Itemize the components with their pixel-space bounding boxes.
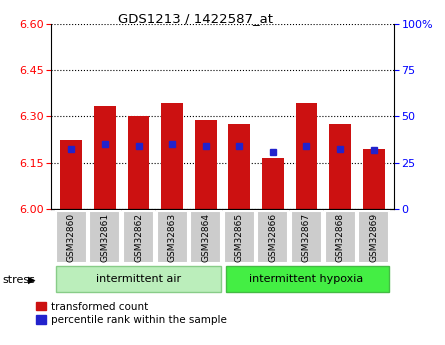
Text: GSM32868: GSM32868: [336, 213, 344, 262]
Bar: [262, 158, 284, 209]
FancyBboxPatch shape: [224, 211, 255, 263]
FancyBboxPatch shape: [258, 211, 288, 263]
Text: stress: stress: [2, 275, 35, 285]
Text: intermittent hypoxia: intermittent hypoxia: [249, 274, 364, 284]
FancyBboxPatch shape: [157, 211, 187, 263]
Bar: [363, 149, 384, 209]
Text: GSM32860: GSM32860: [67, 213, 76, 262]
FancyBboxPatch shape: [56, 266, 221, 293]
FancyBboxPatch shape: [324, 211, 356, 263]
FancyBboxPatch shape: [123, 211, 154, 263]
Bar: [161, 102, 183, 209]
Bar: [195, 119, 217, 209]
Bar: [228, 124, 250, 209]
Legend: transformed count, percentile rank within the sample: transformed count, percentile rank withi…: [36, 302, 227, 325]
Text: GSM32865: GSM32865: [235, 213, 244, 262]
Text: GSM32863: GSM32863: [168, 213, 177, 262]
FancyBboxPatch shape: [291, 211, 322, 263]
FancyBboxPatch shape: [56, 211, 87, 263]
Bar: [61, 139, 82, 209]
FancyBboxPatch shape: [358, 211, 389, 263]
Text: GDS1213 / 1422587_at: GDS1213 / 1422587_at: [118, 12, 273, 25]
Bar: [94, 106, 116, 209]
Text: GSM32862: GSM32862: [134, 213, 143, 262]
Text: ▶: ▶: [28, 275, 35, 285]
Text: GSM32864: GSM32864: [201, 213, 210, 262]
Text: GSM32869: GSM32869: [369, 213, 378, 262]
Text: GSM32867: GSM32867: [302, 213, 311, 262]
Text: intermittent air: intermittent air: [96, 274, 181, 284]
Text: GSM32866: GSM32866: [268, 213, 277, 262]
Bar: [128, 116, 150, 209]
Bar: [295, 102, 317, 209]
Bar: [329, 124, 351, 209]
FancyBboxPatch shape: [190, 211, 221, 263]
Text: GSM32861: GSM32861: [101, 213, 109, 262]
FancyBboxPatch shape: [89, 211, 121, 263]
FancyBboxPatch shape: [226, 266, 389, 293]
